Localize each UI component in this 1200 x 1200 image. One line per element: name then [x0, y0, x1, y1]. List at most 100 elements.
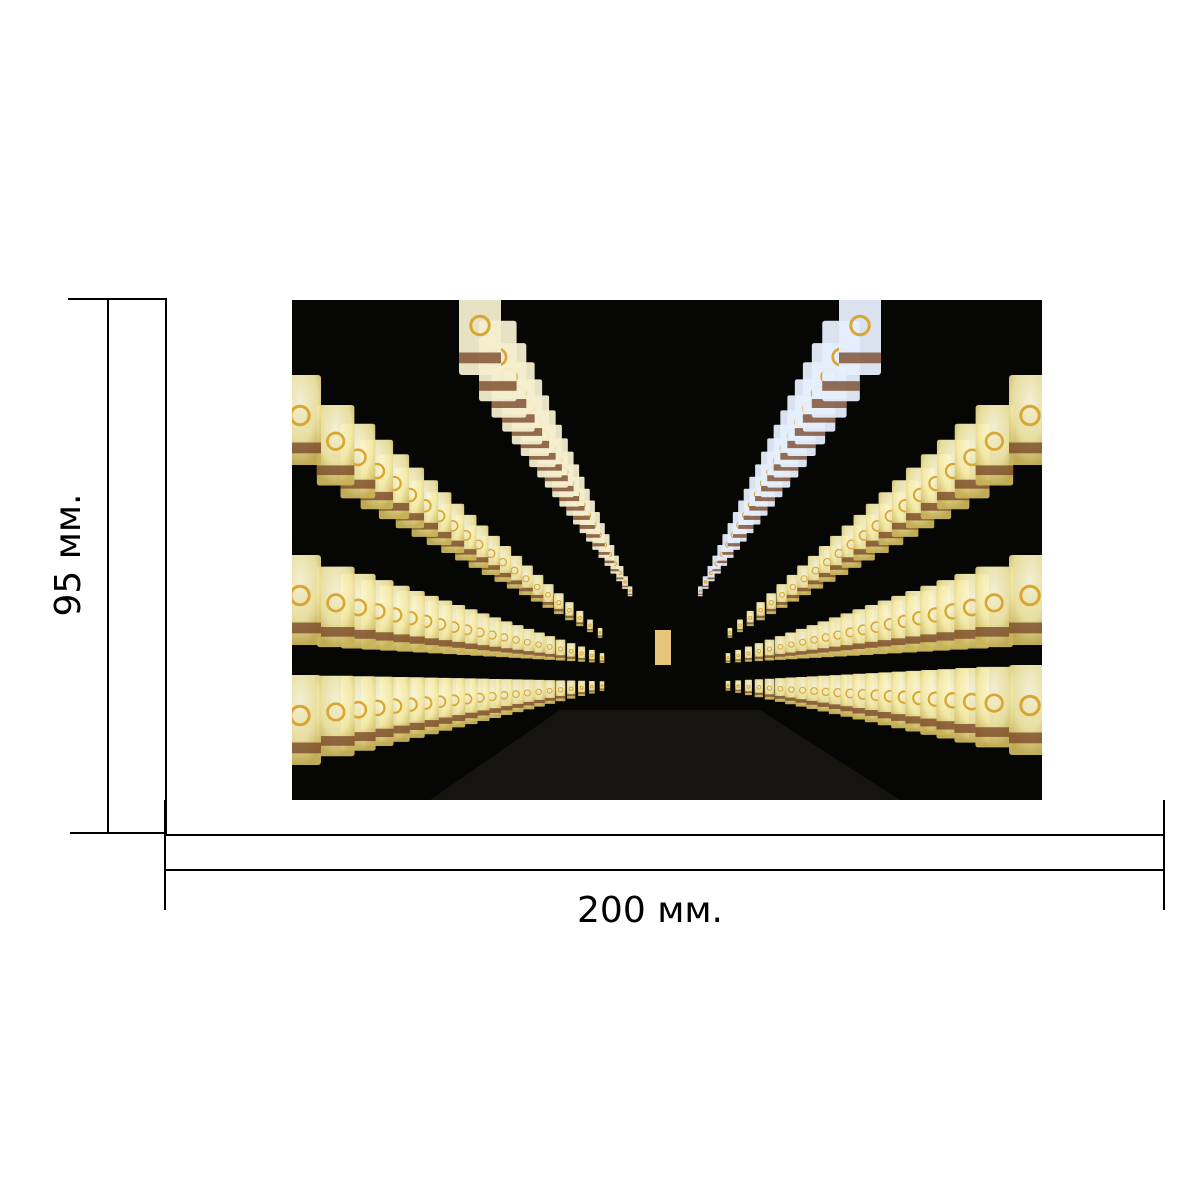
lantern	[469, 314, 491, 337]
lantern	[717, 560, 728, 564]
lantern	[727, 635, 733, 637]
lantern	[495, 648, 513, 653]
lantern	[761, 485, 783, 492]
lantern	[936, 632, 969, 641]
lantern	[378, 502, 410, 511]
lantern	[864, 709, 888, 716]
lantern	[530, 594, 544, 599]
lantern	[292, 584, 311, 607]
lantern	[828, 704, 848, 710]
lantern	[553, 608, 564, 612]
lantern	[545, 591, 551, 598]
lantern	[817, 702, 835, 707]
lantern	[1009, 622, 1042, 634]
lantern	[766, 646, 773, 652]
lantern	[698, 589, 702, 593]
lantern	[810, 635, 819, 644]
lantern	[546, 687, 553, 694]
lantern	[559, 496, 580, 502]
lantern	[920, 634, 951, 643]
lantern	[785, 697, 798, 701]
lantern	[469, 645, 490, 651]
lantern	[542, 601, 554, 605]
lantern	[754, 656, 764, 659]
lantern	[535, 688, 542, 696]
lantern	[744, 657, 752, 660]
lantern	[878, 531, 904, 539]
lantern	[588, 690, 595, 692]
lantern	[361, 728, 394, 738]
lantern	[579, 524, 595, 529]
lantern	[598, 630, 602, 634]
lanterns	[292, 300, 1042, 765]
lantern	[555, 655, 566, 658]
lantern	[864, 641, 888, 648]
lantern	[532, 652, 545, 656]
lantern	[441, 540, 465, 547]
lantern	[877, 640, 903, 647]
lantern	[697, 593, 703, 595]
lantern	[795, 699, 810, 703]
height-label: 95 мм.	[48, 493, 89, 616]
lantern	[623, 580, 627, 584]
lantern	[755, 496, 775, 502]
lantern	[773, 464, 799, 471]
lantern	[806, 700, 822, 705]
lantern	[292, 442, 321, 454]
lantern	[579, 685, 584, 690]
lantern	[975, 465, 1014, 476]
lantern	[852, 643, 874, 650]
lantern	[533, 583, 541, 591]
lantern	[736, 653, 740, 658]
lantern	[756, 615, 765, 618]
lantern	[756, 685, 762, 690]
lantern	[588, 659, 595, 661]
lantern	[599, 660, 605, 662]
lantern	[537, 464, 562, 471]
distant-sign	[655, 630, 671, 665]
lantern	[598, 551, 610, 555]
lantern	[732, 534, 747, 538]
lantern	[573, 515, 590, 520]
lantern	[565, 615, 574, 618]
lantern	[800, 575, 808, 583]
lantern	[891, 638, 918, 646]
lantern	[568, 648, 574, 654]
lantern	[754, 679, 764, 698]
lantern	[817, 648, 835, 653]
lantern	[520, 440, 550, 449]
lantern	[360, 491, 394, 501]
lantern	[495, 706, 513, 711]
lantern	[482, 646, 502, 652]
width-dimension: 200 мм.	[164, 800, 1165, 931]
lantern	[523, 689, 531, 697]
lantern	[566, 694, 576, 697]
lantern	[806, 649, 822, 654]
lantern	[795, 651, 810, 655]
width-label: 200 мм.	[577, 890, 723, 931]
lantern	[340, 479, 376, 489]
lantern	[427, 640, 453, 647]
lantern	[975, 627, 1013, 637]
lantern	[520, 651, 535, 655]
lantern	[1019, 584, 1041, 607]
lantern	[622, 585, 628, 588]
lantern	[567, 607, 572, 613]
lantern	[326, 702, 346, 722]
lantern	[412, 720, 439, 727]
lantern	[744, 691, 752, 694]
lantern	[597, 635, 603, 637]
lantern	[1009, 732, 1042, 744]
lantern	[725, 688, 731, 690]
lantern	[735, 689, 742, 692]
lantern	[767, 475, 791, 482]
lantern	[1009, 442, 1042, 454]
lantern	[774, 695, 786, 699]
lantern	[469, 710, 490, 716]
lantern	[852, 708, 874, 714]
lantern	[777, 685, 784, 692]
lantern	[1009, 555, 1042, 645]
lantern	[326, 593, 346, 613]
lantern	[481, 565, 500, 570]
lantern	[936, 491, 970, 501]
